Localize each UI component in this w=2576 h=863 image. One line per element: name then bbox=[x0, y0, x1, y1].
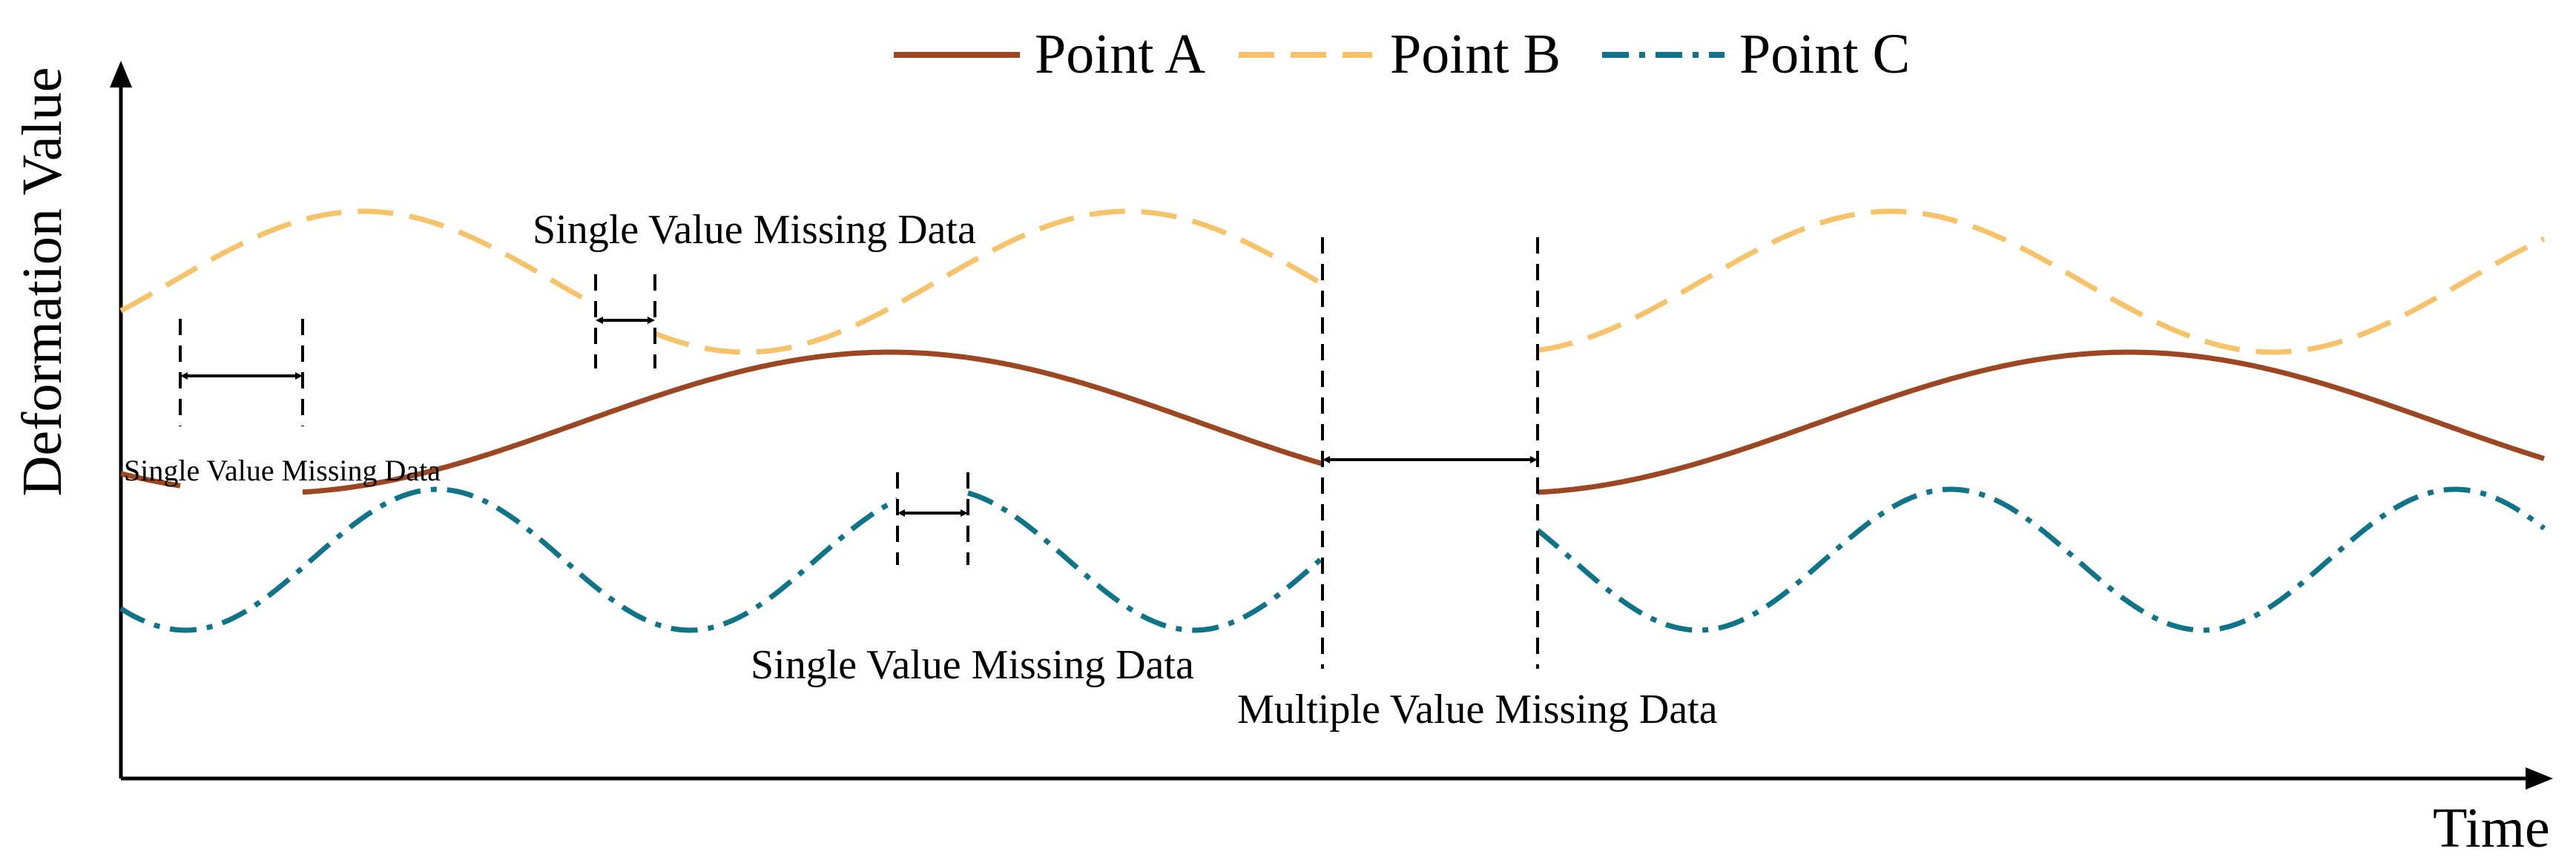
point-a-curve-segment-2 bbox=[302, 349, 1324, 495]
gap-marker-multiple bbox=[1321, 237, 1539, 669]
point-b-curve-segment-1 bbox=[119, 208, 597, 314]
gap-marker-point-b bbox=[594, 274, 656, 368]
legend-label-point-b: Point B bbox=[1390, 23, 1561, 85]
point-a-curve-segment-1 bbox=[120, 471, 181, 489]
annotation-single-c: Single Value Missing Data bbox=[751, 642, 1194, 688]
x-axis-arrow-icon bbox=[2526, 767, 2553, 790]
annotation-multiple: Multiple Value Missing Data bbox=[1237, 687, 1718, 733]
annotation-single-a: Single Value Missing Data bbox=[124, 454, 441, 487]
point-c-curve-segment-1 bbox=[119, 486, 899, 633]
x-axis-label: Time bbox=[2433, 797, 2550, 859]
y-axis-label: Deformation Value bbox=[11, 67, 73, 497]
gap-marker-point-a bbox=[179, 319, 304, 426]
y-axis-arrow-icon bbox=[110, 61, 132, 87]
point-a-curve-segment-3 bbox=[1537, 349, 2546, 495]
gap-marker-point-c bbox=[896, 472, 969, 565]
point-c-curve-segment-2 bbox=[966, 490, 1325, 633]
legend: Point A Point B Point C bbox=[894, 23, 1910, 85]
point-b-curve-segment-2 bbox=[653, 208, 1324, 355]
legend-label-point-a: Point A bbox=[1035, 23, 1205, 85]
point-b-curve-segment-3 bbox=[1537, 208, 2546, 355]
annotation-single-b: Single Value Missing Data bbox=[533, 207, 976, 253]
point-c-curve-segment-3 bbox=[1535, 486, 2546, 633]
legend-label-point-c: Point C bbox=[1739, 23, 1910, 85]
